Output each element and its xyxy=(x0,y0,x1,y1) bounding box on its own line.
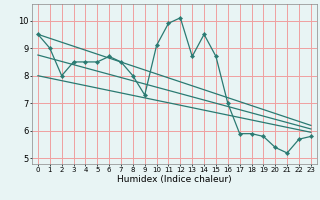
X-axis label: Humidex (Indice chaleur): Humidex (Indice chaleur) xyxy=(117,175,232,184)
